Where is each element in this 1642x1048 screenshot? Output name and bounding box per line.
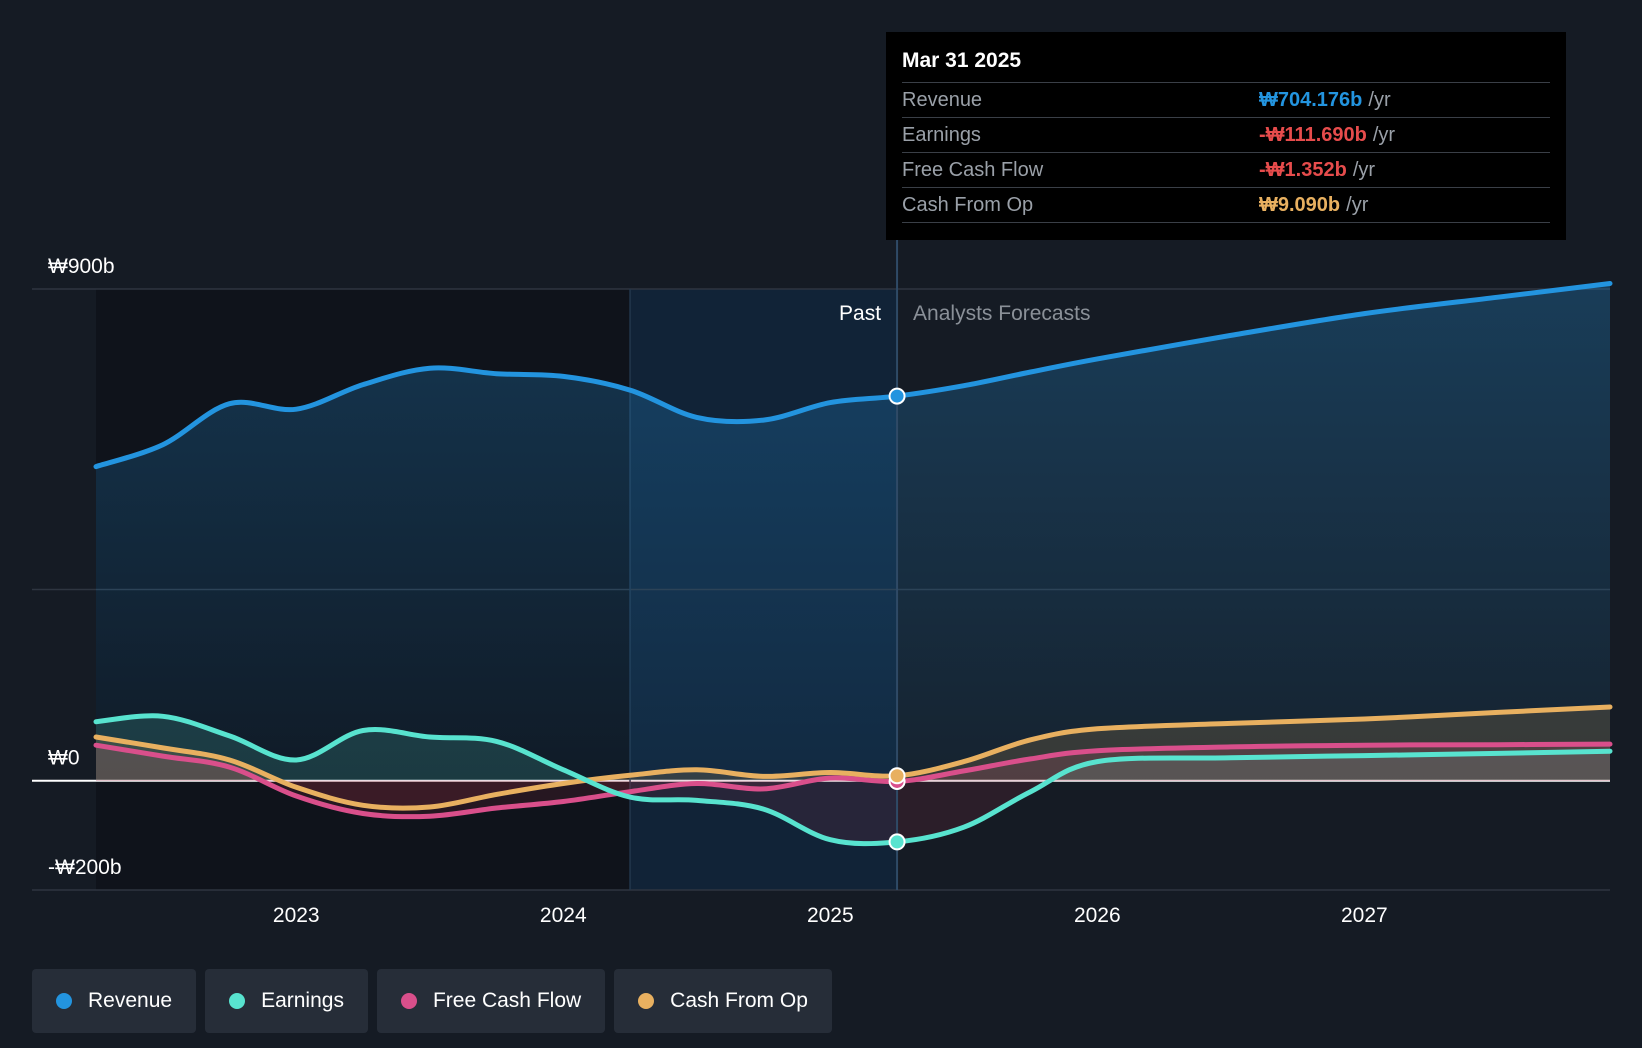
tooltip-row-cash-from-op: Cash From Op ₩9.090b /yr	[902, 187, 1550, 223]
tooltip-label: Revenue	[902, 89, 983, 111]
revenue-area	[96, 283, 1610, 781]
x-tick-label: 2025	[807, 904, 854, 927]
tooltip-panel: Mar 31 2025 Revenue ₩704.176b /yr Earnin…	[886, 32, 1566, 240]
earnings-area-positive	[96, 715, 1610, 780]
y-tick-label: ₩0	[48, 747, 80, 770]
legend-item-free-cash-flow[interactable]: Free Cash Flow	[376, 969, 606, 1033]
legend-label: Revenue	[88, 989, 173, 1012]
legend-label: Earnings	[261, 989, 344, 1012]
series-lines	[93, 281, 1613, 847]
hover-markers	[888, 387, 906, 851]
legend-item-cash-from-op[interactable]: Cash From Op	[614, 969, 832, 1033]
tooltip-unit: /yr	[1346, 194, 1369, 216]
legend: Revenue Earnings Free Cash Flow Cash Fro…	[32, 969, 832, 1033]
tooltip-unit: /yr	[1352, 159, 1376, 181]
legend-label: Cash From Op	[670, 989, 808, 1012]
earnings-marker	[888, 833, 906, 851]
fcf-line	[93, 741, 1613, 820]
tooltip-label: Earnings	[902, 124, 981, 146]
tooltip-row-earnings: Earnings -₩111.690b /yr	[902, 117, 1550, 152]
x-tick-label: 2023	[273, 904, 320, 927]
x-tick-label: 2027	[1341, 904, 1388, 927]
earnings-dot-icon	[229, 993, 246, 1009]
legend-item-earnings[interactable]: Earnings	[205, 969, 368, 1033]
series-areas	[96, 283, 1610, 844]
tooltip-value: -₩1.352b	[1259, 159, 1347, 181]
x-tick-label: 2024	[540, 904, 587, 927]
tooltip-date: Mar 31 2025	[902, 49, 1022, 72]
revenue-marker	[888, 387, 906, 405]
tooltip-label: Cash From Op	[902, 194, 1034, 216]
fcf-area-negative	[96, 780, 1610, 817]
tooltip-value: -₩111.690b	[1259, 124, 1367, 146]
analysts-forecasts-label: Analysts Forecasts	[913, 302, 1090, 325]
cfo-area-negative	[96, 780, 1610, 809]
fcf-area-positive	[96, 744, 1610, 780]
cfo-marker	[888, 767, 906, 785]
tooltip-label: Free Cash Flow	[902, 159, 1044, 181]
x-tick-label: 2026	[1074, 904, 1121, 927]
y-axis-labels: ₩900b ₩0 -₩200b	[48, 255, 122, 879]
tooltip-unit: /yr	[1368, 89, 1391, 111]
tooltip-value: ₩9.090b	[1259, 194, 1341, 216]
legend-item-revenue[interactable]: Revenue	[32, 969, 197, 1033]
cash-from-op-dot-icon	[638, 993, 655, 1009]
cfo-line	[93, 704, 1613, 811]
earnings-area-negative	[96, 780, 1610, 844]
past-label: Past	[839, 302, 881, 325]
y-tick-label: ₩900b	[48, 255, 115, 278]
y-tick-label: -₩200b	[48, 856, 122, 879]
x-axis-labels: 2023 2024 2025 2026 2027	[273, 904, 1388, 927]
tooltip-row-revenue: Revenue ₩704.176b /yr	[902, 82, 1550, 117]
earnings-line	[93, 713, 1613, 847]
revenue-line	[93, 281, 1613, 470]
legend-label: Free Cash Flow	[432, 989, 582, 1012]
tooltip-value: ₩704.176b	[1259, 89, 1363, 111]
tooltip-unit: /yr	[1372, 124, 1396, 146]
free-cash-flow-dot-icon	[400, 993, 417, 1009]
tooltip-row-free-cash-flow: Free Cash Flow -₩1.352b /yr	[902, 152, 1550, 187]
revenue-dot-icon	[56, 993, 72, 1009]
